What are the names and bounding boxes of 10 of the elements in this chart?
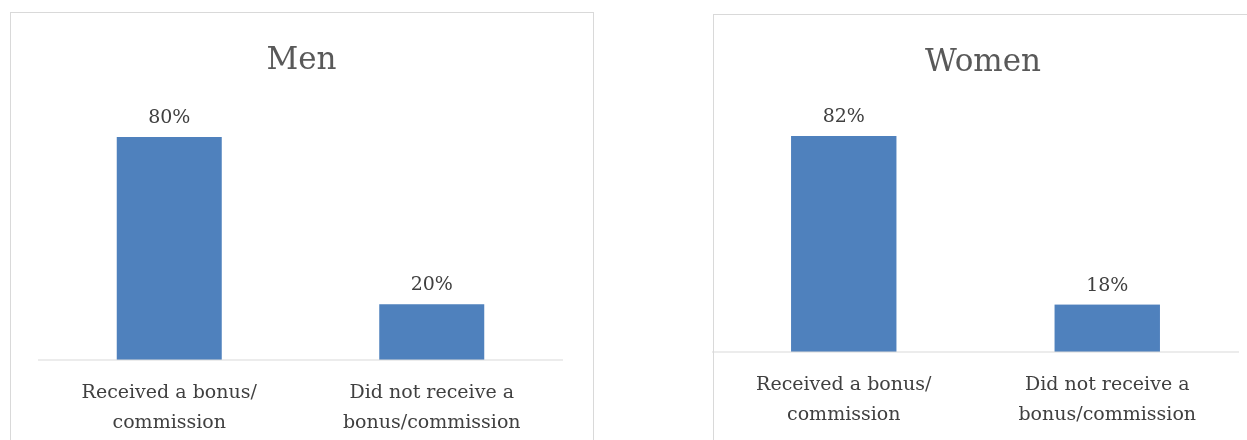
x-tick-label: Did not receive a bonus/commission xyxy=(342,380,521,432)
x-tick-label: Received a bonus/ commission xyxy=(81,380,258,432)
chart-title: Men xyxy=(266,40,337,76)
x-tick-label: Did not receive a bonus/commission xyxy=(1018,372,1197,424)
chart-title: Women xyxy=(924,42,1042,78)
data-label: 18% xyxy=(1086,272,1129,295)
data-label: 80% xyxy=(148,105,191,127)
x-tick-label: Received a bonus/ commission xyxy=(756,372,932,424)
data-label: 20% xyxy=(410,272,453,295)
data-label: 82% xyxy=(822,104,865,126)
